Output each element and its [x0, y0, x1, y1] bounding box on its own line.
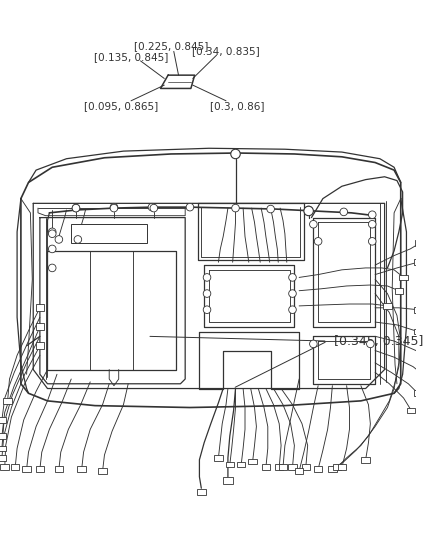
- Text: [0.135, 0.845]: [0.135, 0.845]: [94, 52, 168, 62]
- Bar: [261, 464, 270, 470]
- Bar: [214, 455, 223, 461]
- Bar: [4, 398, 12, 403]
- Bar: [413, 329, 422, 334]
- Bar: [223, 478, 233, 484]
- Bar: [0, 417, 6, 423]
- Bar: [248, 459, 257, 464]
- Circle shape: [232, 204, 239, 212]
- Bar: [36, 323, 44, 329]
- Circle shape: [367, 340, 374, 348]
- Circle shape: [72, 204, 80, 212]
- Bar: [333, 464, 341, 470]
- Bar: [35, 466, 44, 472]
- Circle shape: [110, 204, 118, 211]
- Circle shape: [289, 290, 296, 297]
- Circle shape: [49, 230, 56, 238]
- Circle shape: [368, 211, 376, 219]
- Bar: [36, 342, 44, 349]
- Bar: [301, 464, 310, 470]
- Text: [0.3, 0.86]: [0.3, 0.86]: [210, 101, 265, 111]
- Bar: [78, 466, 86, 472]
- Circle shape: [74, 236, 81, 243]
- Circle shape: [289, 306, 296, 313]
- Circle shape: [49, 245, 56, 253]
- Bar: [237, 462, 245, 467]
- Bar: [197, 489, 206, 495]
- Bar: [361, 457, 370, 463]
- Bar: [416, 240, 424, 246]
- Circle shape: [203, 306, 211, 313]
- Circle shape: [150, 204, 158, 212]
- Bar: [418, 372, 427, 377]
- Circle shape: [72, 204, 80, 212]
- Bar: [71, 224, 147, 243]
- Circle shape: [186, 204, 194, 211]
- Circle shape: [314, 238, 322, 245]
- Bar: [328, 466, 337, 472]
- Circle shape: [203, 273, 211, 281]
- Circle shape: [304, 206, 313, 216]
- Circle shape: [148, 204, 156, 211]
- Text: [0.345, 0.345]: [0.345, 0.345]: [334, 335, 424, 349]
- Bar: [413, 307, 422, 312]
- Text: [0.34, 0.835]: [0.34, 0.835]: [192, 46, 260, 56]
- Bar: [11, 464, 19, 470]
- Circle shape: [110, 204, 118, 212]
- Bar: [395, 288, 403, 294]
- Circle shape: [203, 290, 211, 297]
- Bar: [413, 391, 422, 396]
- Bar: [226, 462, 234, 467]
- Text: [0.225, 0.845]: [0.225, 0.845]: [134, 41, 208, 51]
- Circle shape: [368, 221, 376, 228]
- Circle shape: [231, 149, 240, 159]
- Circle shape: [55, 236, 63, 243]
- Circle shape: [310, 340, 317, 348]
- Bar: [421, 354, 430, 360]
- Circle shape: [267, 205, 275, 213]
- Bar: [279, 464, 287, 470]
- Bar: [399, 274, 408, 280]
- Bar: [338, 464, 346, 470]
- Bar: [55, 466, 63, 472]
- Bar: [288, 464, 297, 470]
- Bar: [98, 469, 107, 474]
- Bar: [413, 260, 422, 265]
- Bar: [314, 466, 322, 472]
- Text: [0.095, 0.865]: [0.095, 0.865]: [85, 101, 159, 111]
- Bar: [295, 469, 304, 474]
- Bar: [407, 408, 416, 413]
- Circle shape: [49, 264, 56, 272]
- Bar: [0, 464, 9, 470]
- Bar: [0, 433, 6, 439]
- Circle shape: [289, 273, 296, 281]
- Bar: [36, 304, 44, 311]
- Circle shape: [305, 206, 312, 214]
- Circle shape: [310, 221, 317, 228]
- Bar: [275, 464, 283, 470]
- Bar: [0, 446, 6, 451]
- Bar: [383, 303, 392, 309]
- Circle shape: [340, 208, 348, 216]
- Circle shape: [368, 238, 376, 245]
- Circle shape: [49, 228, 56, 236]
- Bar: [22, 466, 31, 472]
- Bar: [0, 455, 6, 461]
